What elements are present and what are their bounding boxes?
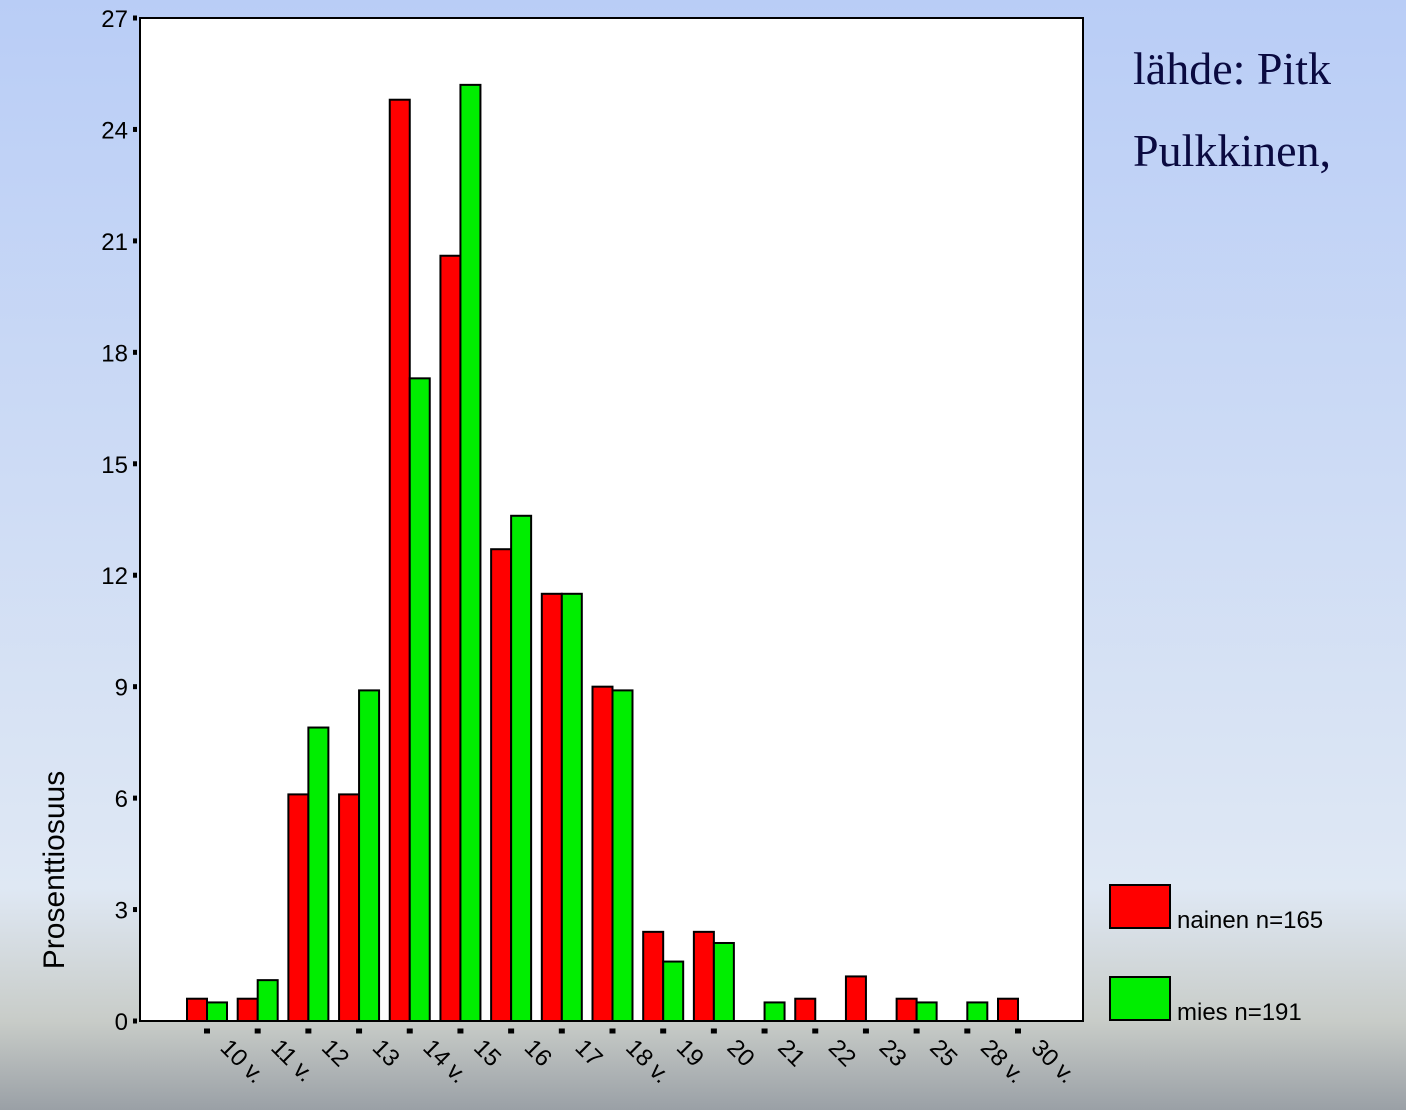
bar: [206, 1001, 228, 1022]
bar: [510, 514, 533, 1022]
legend-label: mies n=191: [1177, 999, 1302, 1026]
bar: [692, 930, 715, 1022]
bar: [915, 1001, 938, 1022]
bar: [591, 685, 614, 1023]
bar: [186, 997, 208, 1023]
y-tick-label: 3: [115, 898, 128, 925]
bar: [712, 941, 735, 1022]
legend-label: nainen n=165: [1177, 907, 1323, 934]
bar: [307, 726, 330, 1022]
bar: [895, 997, 918, 1023]
bar: [287, 793, 310, 1022]
annotation: lähde: Pitk: [1133, 43, 1331, 94]
bar: [642, 930, 665, 1022]
bar: [763, 1001, 786, 1022]
y-tick-label: 24: [101, 117, 128, 144]
y-tick-label: 21: [101, 229, 128, 256]
y-tick-label: 27: [101, 6, 128, 33]
bar: [560, 592, 583, 1023]
y-tick-label: 0: [115, 1009, 128, 1036]
legend-swatch: [1109, 884, 1171, 929]
bar: [256, 979, 279, 1022]
y-tick-label: 15: [101, 452, 128, 479]
bar: [439, 254, 462, 1022]
bar: [490, 548, 513, 1022]
bar: [966, 1001, 989, 1022]
bar: [997, 997, 1019, 1023]
bar: [794, 997, 817, 1023]
y-tick-label: 18: [101, 340, 128, 367]
bar: [844, 975, 867, 1023]
y-tick-label: 6: [115, 786, 128, 813]
bar: [388, 98, 411, 1022]
y-tick-label: 12: [101, 563, 128, 590]
bar: [611, 689, 634, 1022]
y-tick-label: 9: [115, 675, 128, 702]
bar: [236, 997, 259, 1023]
bar: [408, 377, 431, 1022]
bar: [338, 793, 361, 1022]
y-axis-label: Prosenttiosuus: [38, 771, 71, 969]
annotation: Pulkkinen,: [1133, 125, 1331, 176]
bar: [662, 960, 685, 1023]
bar: [358, 689, 381, 1022]
bar: [540, 592, 563, 1023]
bar: [459, 83, 482, 1023]
legend-swatch: [1109, 976, 1171, 1021]
